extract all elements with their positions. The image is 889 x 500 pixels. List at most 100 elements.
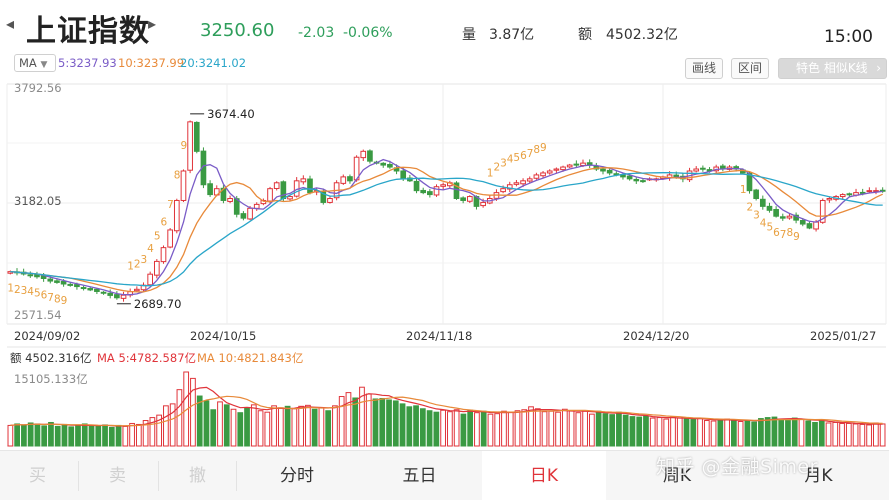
- candle-body: [600, 168, 606, 172]
- ma20-line: [10, 172, 883, 287]
- ma20-value: 20:3241.02: [180, 56, 247, 70]
- volume-bar: [75, 424, 81, 447]
- amount-label: 额: [578, 27, 592, 43]
- volume-bar: [108, 426, 115, 447]
- td-count-label: 3: [753, 210, 760, 222]
- candle-body: [380, 162, 387, 166]
- buy-button[interactable]: 买: [29, 466, 46, 486]
- date-label: 2024/10/15: [190, 329, 256, 343]
- volume-bar: [575, 412, 582, 447]
- volume-bar: [643, 415, 649, 447]
- volume-ma5-line: [10, 386, 883, 427]
- cancel-order-button[interactable]: 撤: [189, 466, 206, 486]
- volume-bar: [284, 405, 291, 447]
- volume-bar: [318, 407, 325, 447]
- volume-bar: [426, 410, 433, 447]
- tab-monthly-k[interactable]: 月K: [804, 466, 833, 486]
- volume-bar: [135, 423, 142, 447]
- td-count-label: 3: [500, 158, 507, 170]
- volume-bar: [183, 371, 190, 447]
- similar-kline-button[interactable]: 特色 相似K线 ›: [778, 58, 887, 79]
- volume-bar: [616, 411, 622, 447]
- volume-bar: [764, 417, 771, 447]
- volume-bar: [163, 405, 169, 447]
- volume-bar: [440, 409, 446, 447]
- volume-bar: [61, 423, 68, 447]
- volume-bar: [758, 418, 764, 447]
- candle-body: [773, 209, 779, 217]
- date-axis-labels: 2024/09/02 2024/10/15 2024/11/18 2024/12/20…: [14, 329, 876, 343]
- ma5-value: 5:3237.93: [58, 56, 117, 70]
- candle-body: [187, 121, 193, 171]
- candle-body: [400, 170, 407, 180]
- volume-bar: [494, 413, 501, 447]
- tab-intraday[interactable]: 分时: [280, 466, 314, 486]
- candle-body: [273, 182, 280, 189]
- td-count-label: 6: [41, 290, 48, 302]
- volume-bar: [386, 399, 392, 447]
- td-count-label: 7: [47, 292, 54, 304]
- sell-button[interactable]: 卖: [109, 466, 126, 486]
- volume-bar: [589, 413, 595, 447]
- td-count-label: 6: [160, 217, 167, 229]
- volume-bar: [636, 416, 643, 447]
- range-button[interactable]: 区间: [731, 58, 769, 79]
- volume-bar: [710, 420, 717, 447]
- td-count-label: 4: [147, 243, 154, 255]
- draw-line-button[interactable]: 画线: [685, 58, 723, 79]
- candle-body: [360, 150, 367, 159]
- volume-bar: [845, 422, 852, 447]
- ma-selector[interactable]: MA ▼: [14, 54, 56, 72]
- volume-bar: [447, 411, 453, 447]
- td-count-label: 8: [54, 293, 61, 305]
- volume-bar: [122, 425, 129, 447]
- volume-bar: [832, 421, 839, 447]
- candle-body: [153, 260, 160, 276]
- volume-bar: [54, 425, 61, 447]
- ma10-value: 10:3237.99: [118, 56, 185, 70]
- volume-bar: [744, 420, 751, 447]
- volume-bar: [609, 414, 616, 447]
- td-count-label: 3: [21, 285, 28, 297]
- volume-bar: [41, 425, 48, 447]
- volume-bar: [812, 421, 818, 447]
- candle-body: [74, 284, 80, 288]
- volume-bar: [433, 411, 440, 447]
- next-stock-arrow-icon[interactable]: ▸: [148, 14, 157, 33]
- volume-bar: [595, 410, 602, 447]
- volume-bar: [730, 419, 737, 447]
- volume-bar: [453, 409, 460, 447]
- volume-bar: [142, 420, 149, 447]
- volume-bar: [548, 410, 555, 447]
- tab-weekly-k[interactable]: 周K: [662, 466, 692, 486]
- td-count-label: 1: [7, 283, 14, 295]
- volume-bar: [501, 410, 507, 447]
- volume-bar: [534, 408, 541, 447]
- td-count-label: 7: [527, 148, 534, 160]
- candle-body: [240, 213, 247, 219]
- tab-five-day[interactable]: 五日: [402, 466, 437, 486]
- volume-bar: [514, 410, 521, 447]
- volume-bar: [521, 409, 528, 447]
- td-count-label: 9: [61, 295, 68, 307]
- td-count-label: 2: [493, 162, 500, 174]
- td-count-label: 1: [487, 168, 494, 180]
- volume-bar: [785, 420, 791, 447]
- volume-bar: [805, 420, 812, 447]
- price-axis-label: 3182.05: [14, 194, 62, 208]
- volume-bar: [649, 417, 656, 447]
- tab-daily-k[interactable]: 日K: [482, 451, 606, 500]
- candle-body: [813, 221, 819, 230]
- td-count-label: 6: [773, 227, 780, 239]
- prev-stock-arrow-icon[interactable]: ◂: [6, 14, 15, 33]
- volume-label: 量: [462, 27, 476, 43]
- candle-body: [480, 201, 486, 207]
- volume-bar: [21, 424, 27, 447]
- candle-body: [433, 186, 440, 196]
- volume-bar: [311, 408, 318, 447]
- candle-body: [327, 198, 333, 203]
- candle-body: [626, 175, 633, 180]
- tab-divider: [236, 461, 237, 491]
